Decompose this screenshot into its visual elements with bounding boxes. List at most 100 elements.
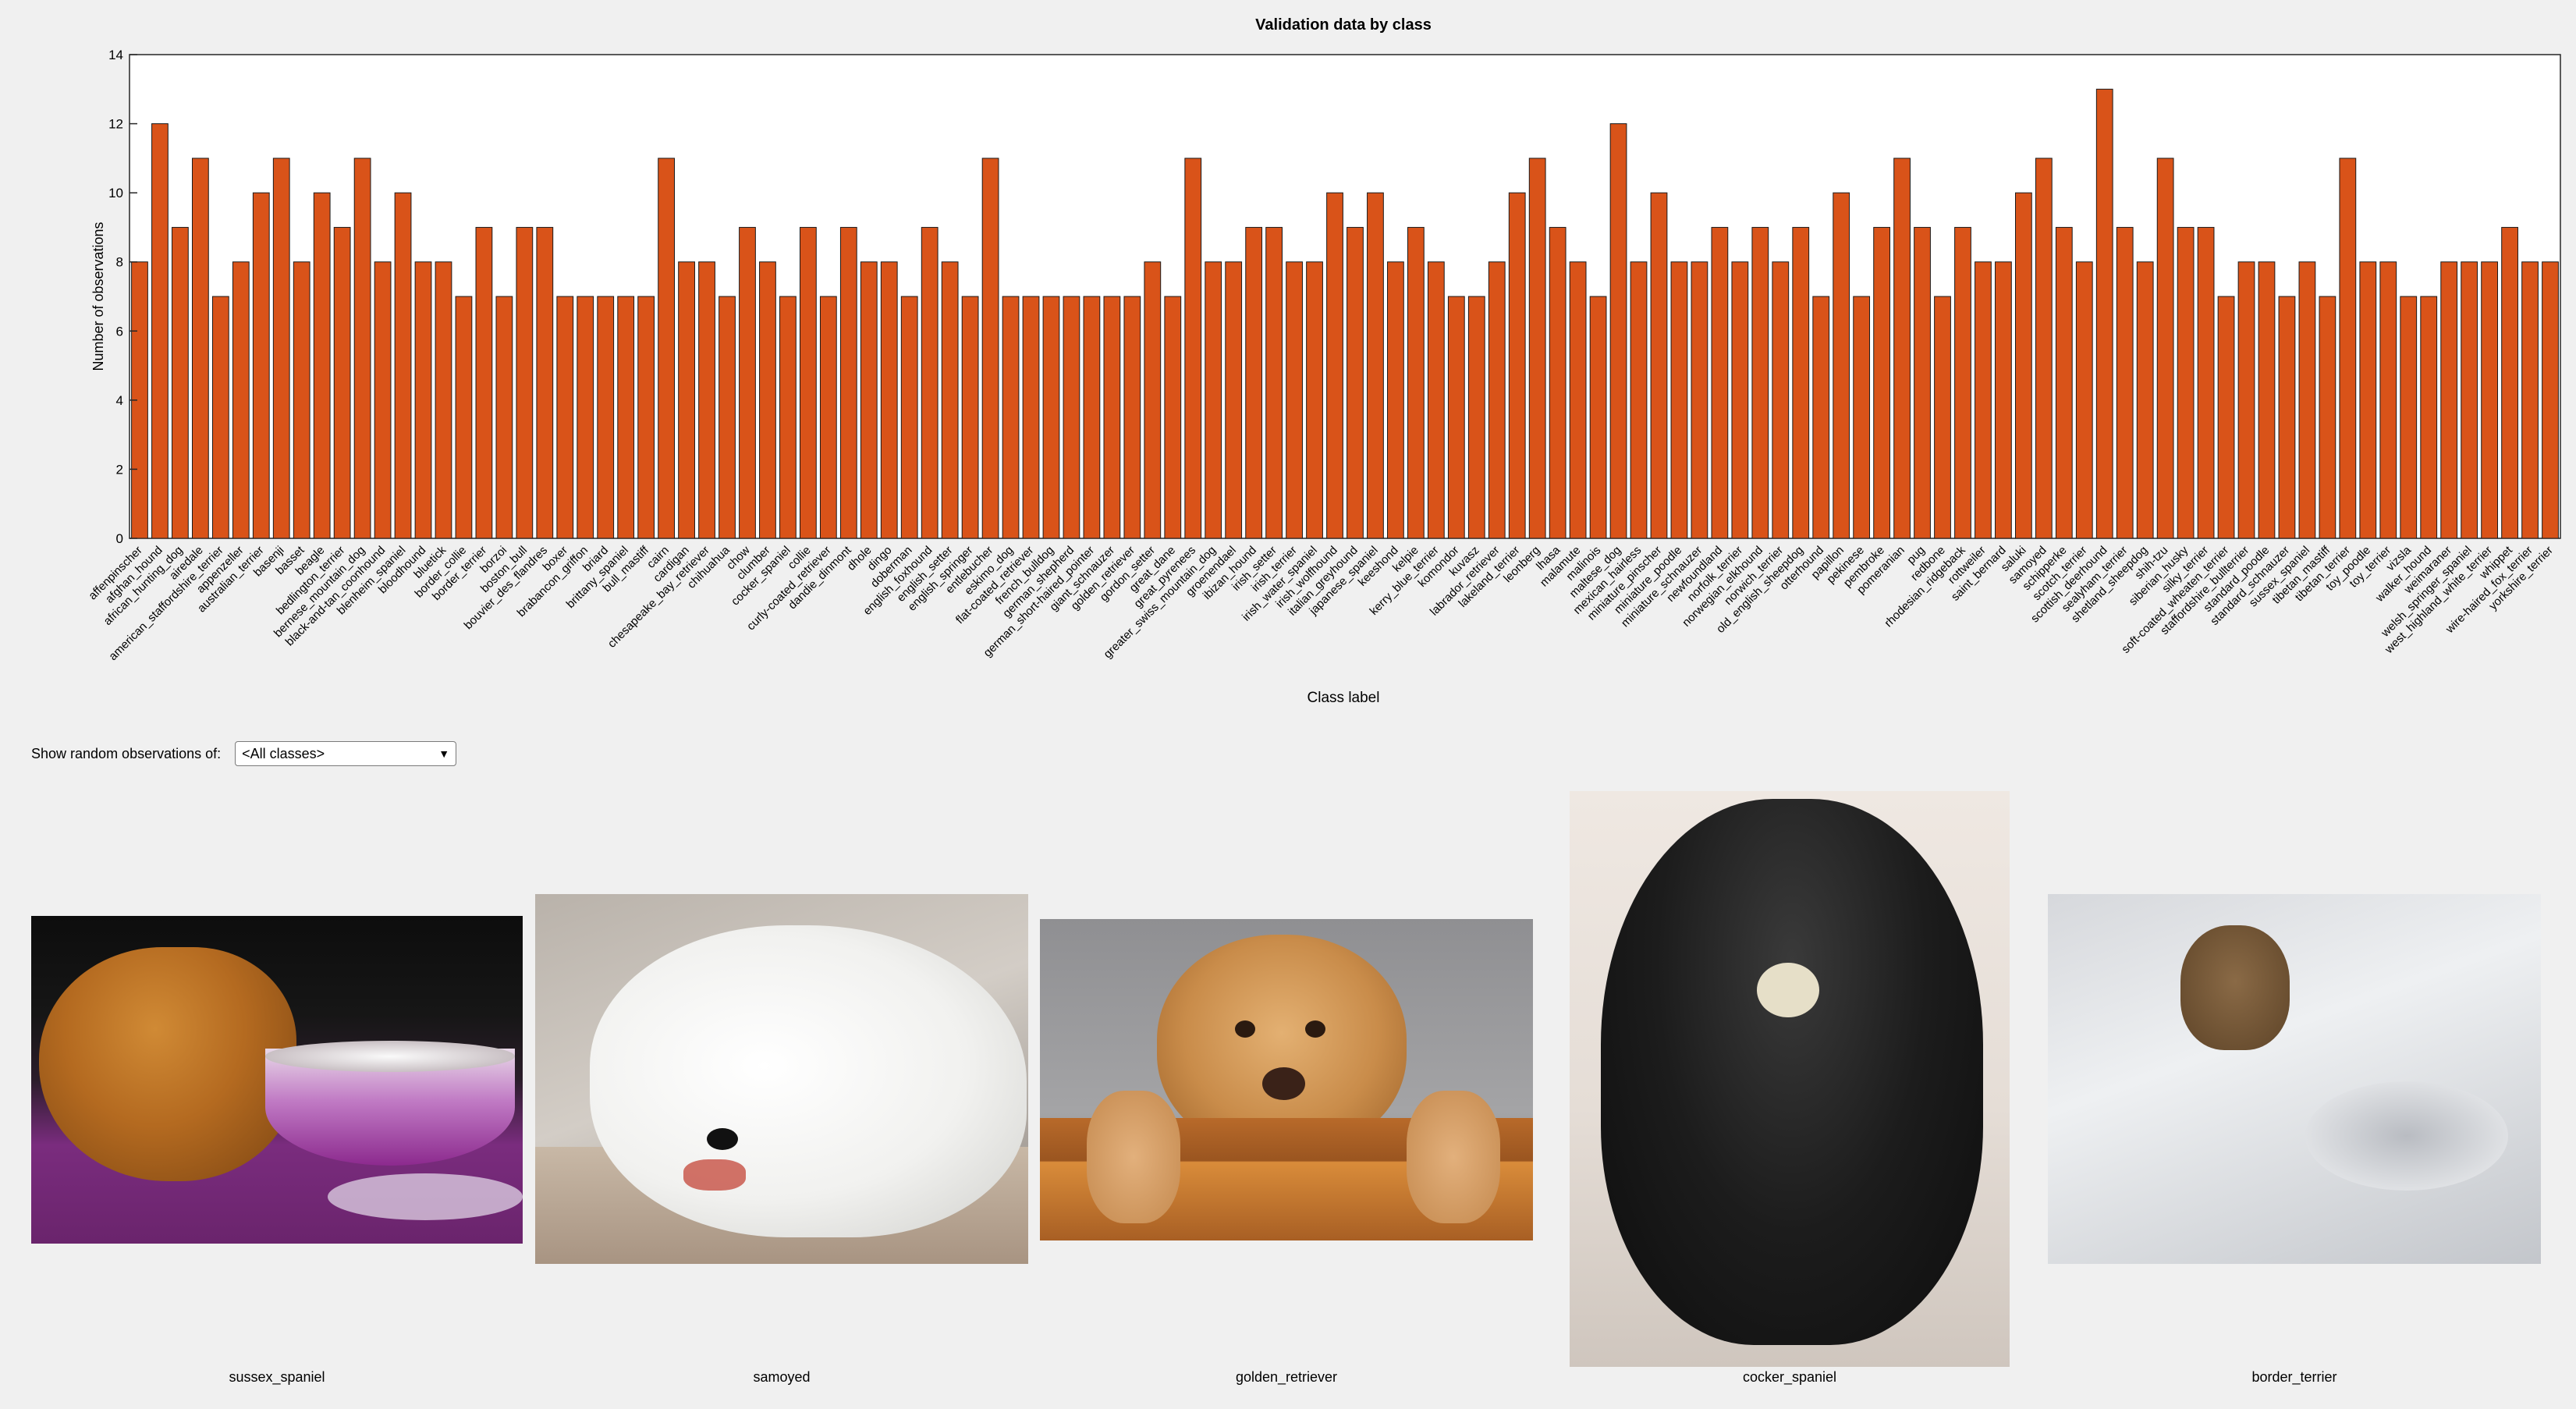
bar-komondor [1447,296,1465,539]
bar-kuvasz [1467,296,1485,539]
bar-english_foxhound [921,226,939,539]
y-tick-label: 6 [116,324,123,339]
bar-toy_poodle [2359,261,2377,539]
bar-dhole [860,261,878,539]
bar-tibetan_terrier [2339,158,2357,539]
bar-west_highland_white_terrier [2481,261,2498,539]
bar-miniature_schnauzer [1691,261,1708,539]
bar-weimaraner [2440,261,2458,539]
bar-cocker_spaniel [779,296,797,539]
bar-black-and-tan_coonhound [374,261,392,539]
bar-miniature_pinscher [1650,192,1668,539]
bar-airedale [192,158,209,539]
bar-german_shepherd [1063,296,1080,539]
bar-ibizan_hound [1245,226,1263,539]
class-filter-dropdown[interactable]: <All classes> ▼ [235,741,457,766]
bar-redbone [1934,296,1951,539]
bar-soft-coated_wheaten_terrier [2217,296,2235,539]
bar-pekinese [1853,296,1871,539]
bar-bouvier_des_flandres [536,226,554,539]
bar-shih-tzu [2156,158,2174,539]
bar-greater_swiss_mountain_dog [1205,261,1222,539]
bar-silky_terrier [2197,226,2215,539]
bar-papillon [1833,192,1850,539]
bar-welsh_springer_spaniel [2461,261,2478,539]
y-axis: 0 2 4 6 8 10 12 14 [108,48,137,546]
bar-schipperke [2055,226,2073,539]
bar-irish_water_spaniel [1306,261,1323,539]
bar-staffordshire_bullterrier [2237,261,2255,539]
bar-lakeland_terrier [1508,192,1526,539]
bar-cairn [658,158,675,539]
bar-old_english_sheepdog [1792,226,1810,539]
x-axis-label: Class label [1308,690,1380,706]
bar-japanese_spaniel [1367,192,1384,539]
bar-walker_hound [2420,296,2438,539]
bar-scottish_deerhound [2095,88,2113,539]
bar-curly-coated_retriever [819,296,837,539]
sample-image-5 [2048,894,2541,1264]
bar-malinois [1589,296,1607,539]
bar-brittany_spaniel [617,296,635,539]
bar-pomeranian [1893,158,1911,539]
bar-sealyham_terrier [2116,226,2134,539]
bar-english_setter [941,261,959,539]
bar-chihuahua [719,296,736,539]
bar-dandie_dinmont [839,226,857,539]
bar-maltese_dog [1609,123,1627,539]
bar-newfoundland [1711,226,1729,539]
bar-malamute [1569,261,1587,539]
bar-clumber [759,261,776,539]
bar-chart: Validation data by class 0 2 4 6 8 10 12 14 aff… [86,16,2561,706]
sample-image-2 [535,894,1028,1264]
bar-kelpie [1407,226,1425,539]
bar-appenzeller [232,261,250,539]
bar-briard [597,296,615,539]
bar-italian_greyhound [1347,226,1364,539]
bar-siberian_husky [2177,226,2195,539]
sample-caption-3: golden_retriever [1235,1369,1338,1385]
bar-bernese_mountain_dog [353,158,371,539]
bar-border_collie [455,296,473,539]
bar-tibetan_mastiff [2319,296,2336,539]
sample-caption-4: cocker_spaniel [1742,1369,1837,1385]
bar-wire-haired_fox_terrier [2521,261,2539,539]
bar-norwich_terrier [1772,261,1790,539]
bar-shetland_sheepdog [2136,261,2154,539]
bar-leonberg [1528,158,1546,539]
bar-entlebucher [981,158,999,539]
bar-pembroke [1873,226,1890,539]
sample-image-1 [31,916,523,1244]
bar-collie [800,226,817,539]
bar-basset [293,261,310,539]
bar-blenheim_spaniel [394,192,412,539]
bar-toy_terrier [2379,261,2397,539]
bar-standard_poodle [2258,261,2276,539]
bar-chesapeake_bay_retriever [698,261,715,539]
bar-beagle [313,192,331,539]
bar-keeshond [1387,261,1404,539]
bar-whippet [2501,226,2518,539]
bar-bloodhound [414,261,432,539]
sample-image-4 [1570,791,2010,1367]
bar-giant_schnauzer [1103,296,1121,539]
bar-bluetick [435,261,452,539]
class-filter-row: Show random observations of: <All classe… [31,741,457,766]
bar-flat-coated_retriever [1022,296,1040,539]
bar-irish_terrier [1286,261,1303,539]
bar-saint_bernard [1995,261,2012,539]
bar-yorkshire_terrier [2542,261,2559,539]
bar-lhasa [1549,226,1567,539]
y-tick-label: 0 [116,531,123,546]
bar-irish_setter [1265,226,1283,539]
bar-great_pyrenees [1184,158,1202,539]
y-tick-label: 10 [108,186,123,201]
bar-otterhound [1812,296,1830,539]
bar-english_springer [961,296,979,539]
bar-brabancon_griffon [577,296,594,539]
bar-border_terrier [475,226,493,539]
chevron-down-icon: ▼ [438,747,450,760]
sample-image-3 [1040,919,1533,1240]
bar-pug [1914,226,1931,539]
bar-doberman [900,296,918,539]
